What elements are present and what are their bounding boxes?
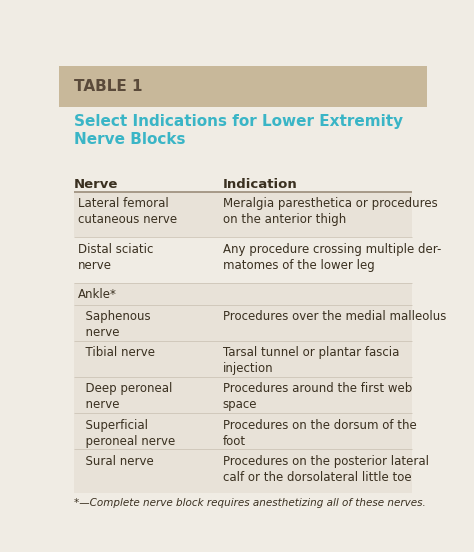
Text: Select Indications for Lower Extremity
Nerve Blocks: Select Indications for Lower Extremity N… [74,114,403,147]
Text: Any procedure crossing multiple der-
matomes of the lower leg: Any procedure crossing multiple der- mat… [223,243,441,272]
FancyBboxPatch shape [74,192,412,237]
Text: Procedures around the first web
space: Procedures around the first web space [223,383,412,411]
Text: Tarsal tunnel or plantar fascia
injection: Tarsal tunnel or plantar fascia injectio… [223,346,399,375]
FancyBboxPatch shape [74,449,412,492]
FancyBboxPatch shape [74,341,412,377]
Text: Distal sciatic
nerve: Distal sciatic nerve [78,243,153,272]
FancyBboxPatch shape [59,66,427,107]
Text: Indication: Indication [223,178,298,190]
Text: TABLE 1: TABLE 1 [74,79,143,94]
Text: Lateral femoral
cutaneous nerve: Lateral femoral cutaneous nerve [78,197,177,226]
Text: Procedures on the dorsum of the
foot: Procedures on the dorsum of the foot [223,418,417,448]
FancyBboxPatch shape [74,305,412,341]
Text: Saphenous
  nerve: Saphenous nerve [78,310,150,339]
Text: Sural nerve: Sural nerve [78,455,154,468]
Text: Ankle*: Ankle* [78,288,117,301]
Text: Nerve: Nerve [74,178,118,190]
Text: Deep peroneal
  nerve: Deep peroneal nerve [78,383,172,411]
Text: Meralgia paresthetica or procedures
on the anterior thigh: Meralgia paresthetica or procedures on t… [223,197,438,226]
FancyBboxPatch shape [74,413,412,449]
FancyBboxPatch shape [74,237,412,283]
FancyBboxPatch shape [74,377,412,413]
FancyBboxPatch shape [74,283,412,305]
Text: Superficial
  peroneal nerve: Superficial peroneal nerve [78,418,175,448]
Text: Tibial nerve: Tibial nerve [78,346,155,359]
Text: Procedures over the medial malleolus: Procedures over the medial malleolus [223,310,446,323]
Text: *—Complete nerve block requires anesthetizing all of these nerves.: *—Complete nerve block requires anesthet… [74,498,426,508]
Text: Procedures on the posterior lateral
calf or the dorsolateral little toe: Procedures on the posterior lateral calf… [223,455,428,484]
